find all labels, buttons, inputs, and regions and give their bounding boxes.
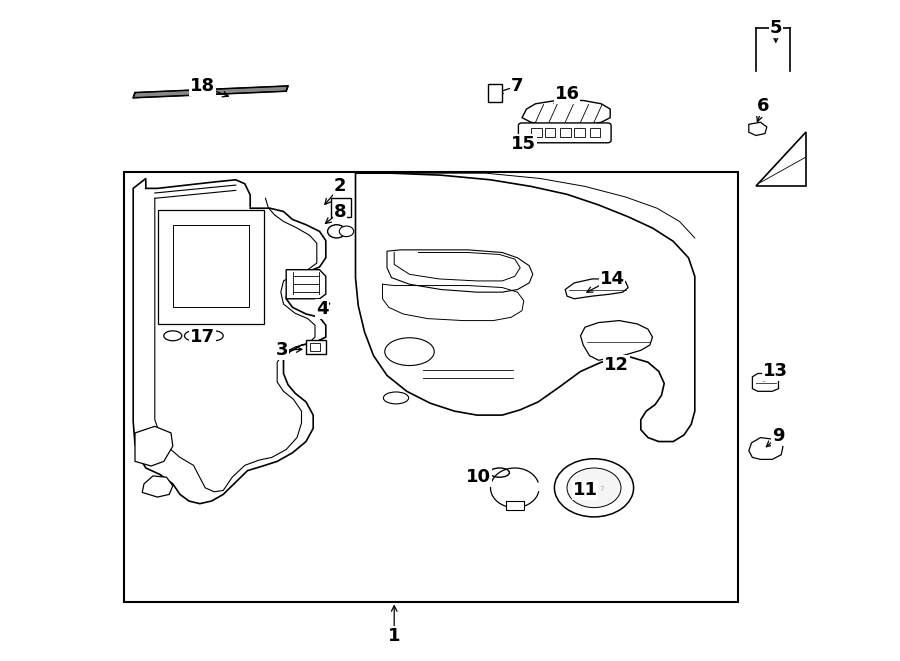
Circle shape xyxy=(339,226,354,237)
Text: 4: 4 xyxy=(316,299,328,318)
Polygon shape xyxy=(286,270,326,299)
Ellipse shape xyxy=(567,468,621,508)
Bar xyxy=(158,210,264,324)
Text: 14: 14 xyxy=(599,270,625,288)
Ellipse shape xyxy=(385,338,434,366)
Bar xyxy=(574,128,585,137)
Text: 10: 10 xyxy=(466,468,491,486)
Text: 1: 1 xyxy=(388,627,400,645)
Polygon shape xyxy=(133,86,288,98)
Text: 7: 7 xyxy=(511,77,524,95)
Bar xyxy=(560,128,571,137)
Polygon shape xyxy=(752,373,778,391)
Text: 17: 17 xyxy=(190,328,215,346)
Polygon shape xyxy=(133,178,326,504)
Text: 8: 8 xyxy=(334,202,346,221)
Text: 16: 16 xyxy=(554,85,580,103)
Ellipse shape xyxy=(383,392,409,404)
Text: 12: 12 xyxy=(604,356,629,374)
Bar xyxy=(173,225,249,307)
Circle shape xyxy=(328,225,346,238)
Text: 7: 7 xyxy=(599,486,604,492)
Polygon shape xyxy=(749,438,783,459)
Bar xyxy=(531,128,542,137)
Text: 2: 2 xyxy=(334,177,346,196)
Text: 18: 18 xyxy=(190,77,215,95)
Text: 5: 5 xyxy=(770,19,782,37)
Text: 11: 11 xyxy=(572,481,598,500)
Polygon shape xyxy=(142,476,173,497)
Bar xyxy=(306,340,326,354)
Text: 13: 13 xyxy=(763,362,788,381)
Polygon shape xyxy=(135,426,173,466)
Text: 15: 15 xyxy=(511,135,536,153)
Bar xyxy=(544,128,555,137)
Polygon shape xyxy=(756,132,806,186)
Polygon shape xyxy=(749,122,767,136)
Text: 3: 3 xyxy=(275,341,288,360)
Polygon shape xyxy=(580,321,652,360)
Polygon shape xyxy=(356,173,695,442)
Ellipse shape xyxy=(490,468,509,477)
Ellipse shape xyxy=(164,331,182,341)
Polygon shape xyxy=(522,100,610,126)
Polygon shape xyxy=(387,250,533,292)
FancyBboxPatch shape xyxy=(518,123,611,143)
Bar xyxy=(310,343,320,351)
Ellipse shape xyxy=(184,331,202,341)
Text: 9: 9 xyxy=(772,427,785,446)
Ellipse shape xyxy=(554,459,634,517)
Polygon shape xyxy=(565,279,628,299)
Bar xyxy=(331,198,351,217)
Bar xyxy=(590,128,600,137)
Ellipse shape xyxy=(205,331,223,341)
Bar xyxy=(488,84,502,102)
Bar xyxy=(124,172,738,602)
Text: 6: 6 xyxy=(757,97,770,115)
Bar xyxy=(506,501,524,510)
